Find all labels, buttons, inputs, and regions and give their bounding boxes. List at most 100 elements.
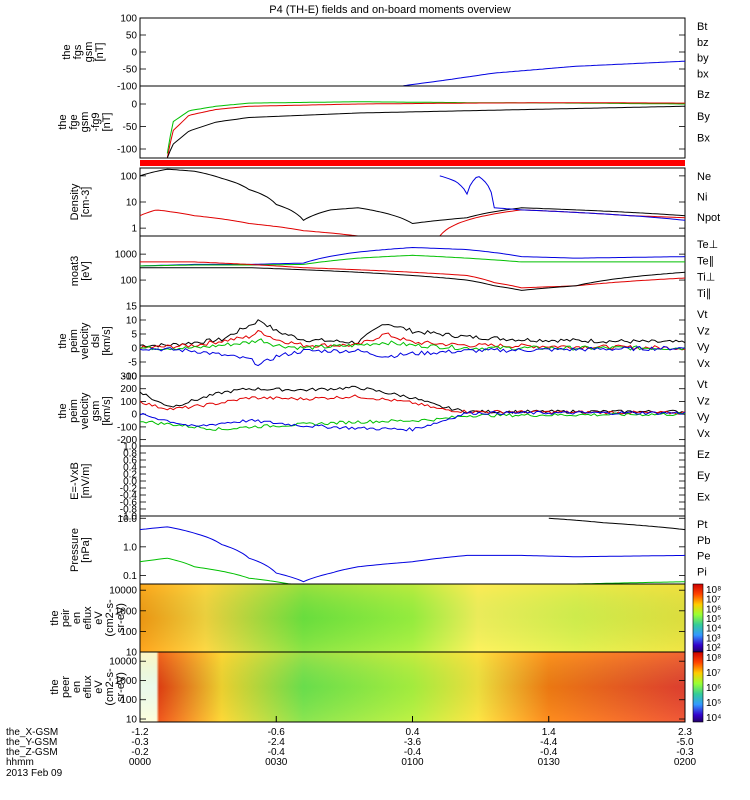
y-tick-label: -0.8 (120, 505, 138, 516)
y-tick-label: -100 (117, 82, 137, 93)
y-tick-label: 10 (126, 316, 138, 327)
series-line-Pi (139, 526, 686, 583)
footer-value: 0100 (401, 757, 424, 768)
series-line-Vz (139, 329, 686, 351)
colorbar-label: 10⁷ (706, 595, 721, 606)
y-axis-label: eV (93, 611, 105, 625)
footer-date: 2013 Feb 09 (6, 768, 63, 779)
legend-entry: Ti⊥ (697, 272, 715, 284)
y-axis-label: peim (68, 329, 80, 353)
series-line-Bz (166, 102, 685, 159)
footer-value: 0200 (674, 757, 697, 768)
status-bar (140, 160, 685, 166)
y-axis-label: fgs (72, 44, 84, 59)
y-axis-label: dsl (90, 334, 102, 348)
y-tick-label: 15 (126, 302, 138, 313)
colorbar-label: 10² (706, 643, 721, 654)
y-tick-label: 0 (131, 100, 137, 111)
series-line-Vz (139, 394, 686, 415)
y-axis-label: en (71, 612, 83, 624)
y-tick-label: 1000 (115, 606, 138, 617)
y-tick-label: 100 (120, 627, 137, 638)
y-tick-label: -100 (117, 145, 137, 156)
y-axis-label: E=-VxB (69, 462, 81, 500)
footer-value: -0.2 (131, 747, 149, 758)
colorbar-label: 10⁴ (706, 624, 721, 635)
y-tick-label: 100 (120, 276, 137, 287)
y-axis-label: peir (60, 608, 72, 627)
series-line-Vy (139, 412, 686, 431)
y-axis-label: sr-eV) (115, 672, 127, 702)
colorbar (692, 651, 704, 723)
legend-entry: Vz (697, 395, 710, 407)
panel-peer: 10⁸ 10⁷ 10⁶ 10⁵ 10⁴ 10000 1000 100 10 the peer en ef… (49, 651, 721, 726)
y-tick-label: -0.6 (120, 498, 138, 509)
y-tick-label: 0.4 (123, 463, 137, 474)
y-tick-label: -200 (117, 435, 137, 446)
footer-row-label: the_Z-GSM (6, 747, 58, 758)
panel-density: 100 10 1 Density [cm-3] Ne Ni Npot (69, 167, 720, 237)
series-line-Ti⊥ (139, 246, 686, 267)
legend-entry: Bx (697, 133, 710, 145)
legend-entry: by (697, 53, 709, 65)
y-axis-label: gsm (79, 112, 91, 133)
y-tick-label: 1000 (115, 676, 138, 687)
footer-value: 1.4 (542, 727, 556, 738)
colorbar-label: 10⁷ (706, 668, 721, 679)
y-axis-label: the (49, 610, 61, 625)
colorbar-label: 10⁶ (706, 604, 721, 615)
series-line-Vx (139, 345, 686, 367)
legend-entry: Ti∥ (697, 288, 711, 300)
y-tick-label: 10 (126, 198, 138, 209)
colorbar-label: 10⁸ (706, 585, 721, 596)
series-line-Vt (139, 385, 686, 414)
legend-entry: Te⊥ (697, 239, 718, 251)
y-axis-label: the (61, 44, 73, 59)
legend-entry: Bz (697, 89, 710, 101)
y-axis-label: [km/s] (101, 326, 113, 355)
footer-value: -2.4 (268, 737, 286, 748)
y-tick-label: 10 (126, 715, 138, 726)
series-line-Vx (139, 410, 686, 432)
colorbar-label: 10⁶ (706, 683, 721, 694)
y-axis-label: (cm2-s- (104, 668, 116, 706)
y-axis-label: peim (68, 399, 80, 423)
series-line-Pt (548, 517, 686, 531)
legend-entry: Vz (697, 325, 710, 337)
legend-entry: bx (697, 68, 709, 80)
series-line-Ni (139, 168, 686, 225)
y-tick-label: 0.8 (123, 449, 137, 460)
y-axis-label: velocity (79, 322, 91, 359)
y-axis-label: Density (69, 183, 81, 220)
y-axis-label: -fg9 (90, 113, 102, 132)
footer-row-label: the_Y-GSM (6, 737, 57, 748)
y-tick-label: 100 (120, 171, 137, 182)
legend-entry: Ni (697, 192, 707, 204)
y-axis-label: Pressure (69, 528, 81, 572)
footer-row-label: the_X-GSM (6, 727, 58, 738)
y-tick-label: 10 (126, 648, 138, 659)
legend-entry: Vx (697, 428, 710, 440)
legend-entry: Vy (697, 342, 710, 354)
heatmap-overlay (140, 584, 685, 652)
footer-value: -1.2 (131, 727, 149, 738)
series-line-Vy (139, 338, 686, 351)
colorbar-label: 10⁵ (706, 698, 721, 709)
y-axis-label: en (71, 681, 83, 693)
legend-entry: Pt (697, 519, 707, 531)
figure-title: P4 (TH-E) fields and on-board moments ov… (269, 4, 511, 16)
legend-entry: Ne (697, 171, 711, 183)
y-tick-label: -1.0 (120, 512, 138, 523)
y-tick-label: 0.1 (123, 571, 137, 582)
y-tick-label: 100 (120, 397, 137, 408)
y-axis-label: eflux (82, 606, 94, 630)
legend-entry: Vt (697, 379, 707, 391)
y-axis-label: moat3 (69, 256, 81, 287)
y-tick-label: 0 (131, 410, 137, 421)
footer-row-label: hhmm (6, 757, 34, 768)
y-tick-label: 5 (131, 330, 137, 341)
y-tick-label: 1.0 (123, 542, 137, 553)
series-line-Bx (166, 105, 685, 159)
footer-value: 0.4 (406, 727, 420, 738)
